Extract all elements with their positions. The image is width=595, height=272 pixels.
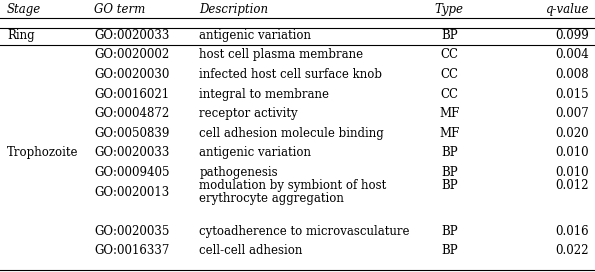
Text: GO:0020030: GO:0020030: [94, 68, 170, 81]
Text: GO term: GO term: [94, 3, 145, 16]
Text: GO:0020033: GO:0020033: [94, 29, 170, 42]
Text: GO:0050839: GO:0050839: [94, 127, 170, 140]
Text: antigenic variation: antigenic variation: [199, 29, 311, 42]
Text: infected host cell surface knob: infected host cell surface knob: [199, 68, 383, 81]
Text: CC: CC: [440, 88, 458, 101]
Text: cell adhesion molecule binding: cell adhesion molecule binding: [199, 127, 384, 140]
Text: GO:0016021: GO:0016021: [94, 88, 169, 101]
Text: receptor activity: receptor activity: [199, 107, 298, 120]
Text: 0.007: 0.007: [555, 107, 589, 120]
Text: Type: Type: [435, 3, 464, 16]
Text: 0.015: 0.015: [555, 88, 589, 101]
Text: 0.020: 0.020: [555, 127, 589, 140]
Text: 0.010: 0.010: [555, 146, 589, 159]
Text: 0.008: 0.008: [555, 68, 589, 81]
Text: antigenic variation: antigenic variation: [199, 146, 311, 159]
Text: GO:0020002: GO:0020002: [94, 48, 169, 61]
Text: BP: BP: [441, 166, 458, 179]
Text: GO:0020033: GO:0020033: [94, 146, 170, 159]
Text: pathogenesis: pathogenesis: [199, 166, 278, 179]
Text: GO:0020013: GO:0020013: [94, 186, 169, 199]
Text: 0.012: 0.012: [556, 179, 589, 192]
Text: integral to membrane: integral to membrane: [199, 88, 329, 101]
Text: 0.022: 0.022: [556, 244, 589, 257]
Text: CC: CC: [440, 68, 458, 81]
Text: 0.099: 0.099: [555, 29, 589, 42]
Text: q-value: q-value: [546, 3, 589, 16]
Text: GO:0020035: GO:0020035: [94, 225, 170, 238]
Text: GO:0016337: GO:0016337: [94, 244, 170, 257]
Text: Ring: Ring: [7, 29, 35, 42]
Text: BP: BP: [441, 179, 458, 192]
Text: erythrocyte aggregation: erythrocyte aggregation: [199, 192, 344, 205]
Text: MF: MF: [439, 127, 459, 140]
Text: BP: BP: [441, 146, 458, 159]
Text: 0.004: 0.004: [555, 48, 589, 61]
Text: cell-cell adhesion: cell-cell adhesion: [199, 244, 303, 257]
Text: Trophozoite: Trophozoite: [7, 146, 79, 159]
Text: GO:0004872: GO:0004872: [94, 107, 169, 120]
Text: Description: Description: [199, 3, 268, 16]
Text: GO:0009405: GO:0009405: [94, 166, 170, 179]
Text: cytoadherence to microvasculature: cytoadherence to microvasculature: [199, 225, 410, 238]
Text: host cell plasma membrane: host cell plasma membrane: [199, 48, 364, 61]
Text: BP: BP: [441, 225, 458, 238]
Text: 0.016: 0.016: [555, 225, 589, 238]
Text: BP: BP: [441, 244, 458, 257]
Text: MF: MF: [439, 107, 459, 120]
Text: BP: BP: [441, 29, 458, 42]
Text: CC: CC: [440, 48, 458, 61]
Text: 0.010: 0.010: [555, 166, 589, 179]
Text: modulation by symbiont of host: modulation by symbiont of host: [199, 179, 387, 192]
Text: Stage: Stage: [7, 3, 42, 16]
